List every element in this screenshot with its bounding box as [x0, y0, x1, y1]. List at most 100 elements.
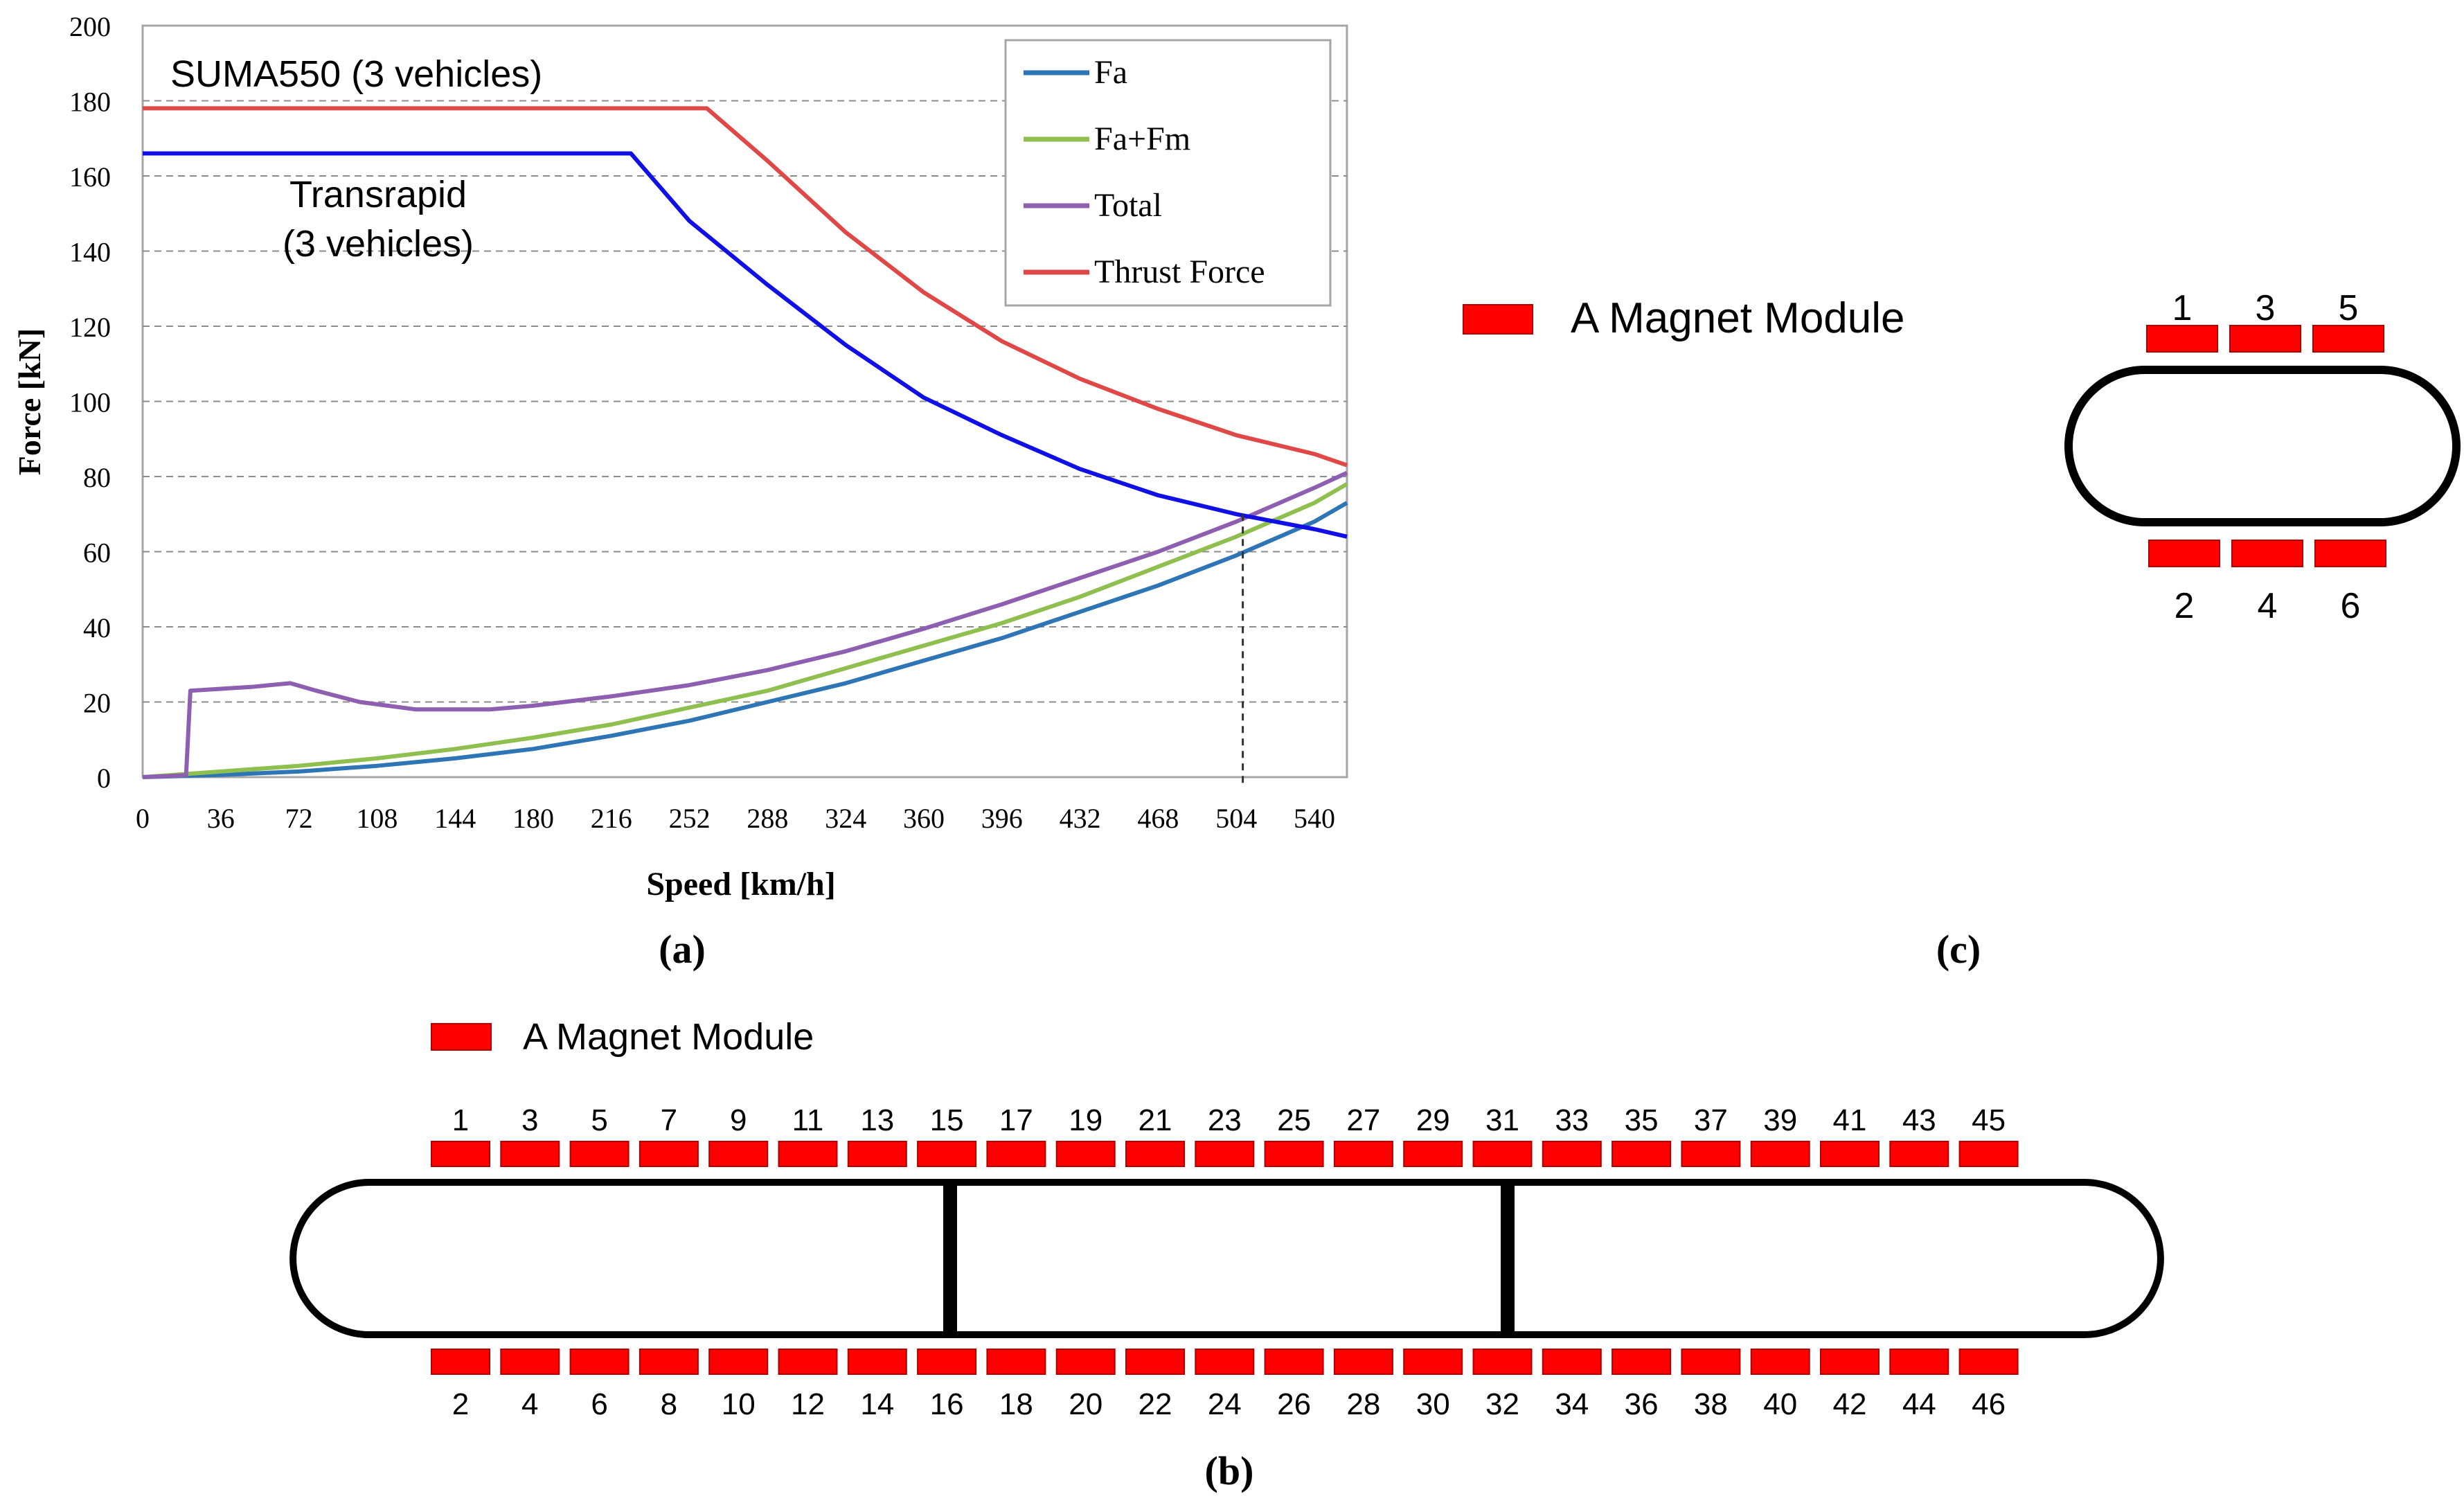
series-line-thrust-force — [143, 106, 1348, 468]
legend-label: Fa+Fm — [1094, 121, 1190, 157]
magnet-module — [1125, 1349, 1185, 1375]
magnet-number: 31 — [1485, 1103, 1519, 1137]
magnet-module — [1403, 1349, 1463, 1375]
magnet-number: 4 — [521, 1387, 538, 1421]
magnet-number: 6 — [2341, 586, 2361, 626]
magnet-module — [1958, 1141, 2019, 1167]
series-line-transrapid — [143, 151, 1348, 539]
magnet-module — [2231, 540, 2303, 567]
magnet-number: 13 — [860, 1103, 894, 1137]
magnet-module — [986, 1141, 1046, 1167]
magnet-module — [639, 1141, 699, 1167]
magnet-module — [1333, 1141, 1393, 1167]
x-tick-labels: 0 36 72 108 144 180 216 252 288 324 360 396 432 468 50… — [136, 803, 1335, 834]
train-vehicle-2 — [950, 1179, 1508, 1338]
magnet-module — [1195, 1141, 1255, 1167]
magnet-module — [1125, 1141, 1185, 1167]
magnet-number: 21 — [1139, 1103, 1172, 1137]
x-tick-label: 504 — [1215, 803, 1257, 834]
train-vehicle-1 — [289, 1179, 950, 1338]
magnet-number: 16 — [930, 1387, 964, 1421]
magnet-module — [1264, 1349, 1324, 1375]
magnet-module — [1820, 1349, 1880, 1375]
x-tick-label: 540 — [1294, 803, 1335, 834]
magnet-module — [778, 1141, 838, 1167]
x-axis-label: Speed [km/h] — [646, 866, 835, 902]
magnet-legend-label-c: A Magnet Module — [1571, 294, 1905, 342]
train-vehicle-3 — [1508, 1179, 2164, 1338]
magnet-number: 19 — [1069, 1103, 1102, 1137]
magnet-number: 3 — [2256, 288, 2276, 328]
x-tick-label: 396 — [981, 803, 1023, 834]
single-vehicle-diagram: 1 3 5 2 4 6 — [2064, 288, 2461, 626]
magnet-number: 46 — [1972, 1387, 2006, 1421]
magnet-number: 35 — [1625, 1103, 1659, 1137]
legend-box — [1004, 39, 1332, 307]
magnet-number: 25 — [1277, 1103, 1311, 1137]
magnet-number: 9 — [730, 1103, 747, 1137]
x-tick-label: 216 — [591, 803, 632, 834]
y-tick-label: 20 — [83, 688, 111, 719]
magnet-number: 24 — [1208, 1387, 1242, 1421]
y-tick-label: 120 — [69, 312, 111, 343]
magnet-module — [1542, 1349, 1602, 1375]
magnet-legend-label-b: A Magnet Module — [523, 1016, 814, 1058]
magnet-module — [917, 1349, 977, 1375]
magnet-number: 43 — [1902, 1103, 1936, 1137]
magnet-number: 5 — [2339, 288, 2359, 328]
magnet-number: 37 — [1694, 1103, 1728, 1137]
magnet-number: 22 — [1139, 1387, 1172, 1421]
series-line-total — [142, 470, 1348, 779]
magnet-number: 32 — [1485, 1387, 1519, 1421]
magnet-number: 41 — [1833, 1103, 1867, 1137]
x-tick-label: 144 — [434, 803, 476, 834]
x-tick-label: 252 — [669, 803, 711, 834]
magnet-number: 26 — [1277, 1387, 1311, 1421]
magnet-number: 40 — [1763, 1387, 1797, 1421]
magnet-number: 2 — [452, 1387, 469, 1421]
magnet-number: 8 — [661, 1387, 677, 1421]
magnet-number: 29 — [1416, 1103, 1450, 1137]
magnet-module — [639, 1349, 699, 1375]
legend-label: Fa — [1094, 54, 1127, 91]
y-tick-label: 200 — [69, 11, 111, 42]
magnet-number: 44 — [1902, 1387, 1936, 1421]
magnet-module — [569, 1141, 630, 1167]
panel-label-b: (b) — [1205, 1448, 1254, 1493]
magnet-module — [917, 1141, 977, 1167]
magnet-number: 5 — [591, 1103, 607, 1137]
magnet-module — [1612, 1141, 1672, 1167]
magnet-module — [1681, 1141, 1741, 1167]
y-tick-label: 100 — [69, 387, 111, 418]
magnet-module — [1195, 1349, 1255, 1375]
three-vehicle-train-diagram: 1 3 5 7 9 11 13 15 17 19 21 23 25 27 29 31 33 35 37 39 41 43 4… — [289, 1103, 2164, 1421]
x-tick-label: 0 — [136, 803, 150, 834]
magnet-module — [1612, 1349, 1672, 1375]
magnet-module — [2146, 325, 2218, 353]
magnet-module — [2229, 325, 2301, 353]
magnet-module — [569, 1349, 630, 1375]
magnet-number: 20 — [1069, 1387, 1102, 1421]
series-layer — [142, 106, 1348, 779]
magnet-number: 11 — [792, 1103, 824, 1137]
series-line-fa — [142, 501, 1348, 779]
magnet-module — [1820, 1141, 1880, 1167]
y-tick-label: 60 — [83, 537, 111, 569]
magnet-module — [1472, 1349, 1533, 1375]
magnet-number: 27 — [1346, 1103, 1380, 1137]
magnet-number: 14 — [860, 1387, 894, 1421]
y-axis-label: Force [kN] — [12, 328, 47, 475]
x-tick-label: 72 — [285, 803, 313, 834]
magnet-module — [1750, 1349, 1810, 1375]
transrapid-annotation-line1: Transrapid — [289, 174, 467, 215]
y-tick-label: 180 — [69, 87, 111, 118]
magnet-legend-b: A Magnet Module — [431, 1016, 814, 1058]
magnet-number: 42 — [1833, 1387, 1867, 1421]
x-tick-label: 36 — [207, 803, 235, 834]
magnet-module — [2312, 325, 2384, 353]
magnet-module — [847, 1141, 907, 1167]
y-tick-label: 140 — [69, 237, 111, 268]
x-tick-label: 180 — [512, 803, 554, 834]
magnet-module — [1889, 1141, 1949, 1167]
magnet-legend-swatch-c — [1463, 304, 1533, 335]
